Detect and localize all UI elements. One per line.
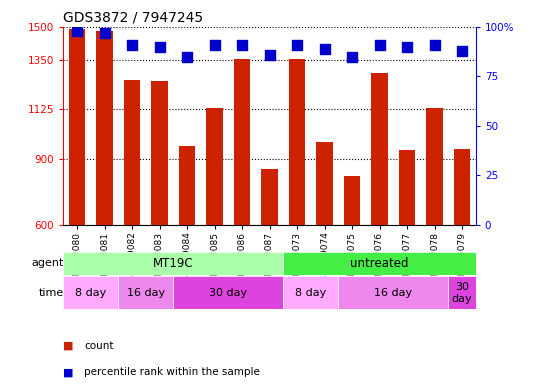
Bar [448, 276, 476, 309]
Point [73, 28, 81, 34]
Text: ■: ■ [63, 367, 74, 377]
Bar [344, 176, 360, 225]
Point [210, 41, 219, 48]
Point [403, 44, 411, 50]
Text: count: count [84, 341, 114, 351]
Bar [283, 252, 476, 275]
Point [128, 41, 136, 48]
Point [458, 48, 466, 54]
Text: ■: ■ [63, 341, 74, 351]
Bar [173, 276, 283, 309]
Text: 8 day: 8 day [295, 288, 326, 298]
Point [375, 41, 384, 48]
Bar [69, 29, 85, 225]
Point [348, 53, 356, 60]
Bar [338, 276, 448, 309]
Text: time: time [39, 288, 64, 298]
Text: untreated: untreated [350, 257, 409, 270]
Bar [206, 108, 223, 225]
Text: 16 day: 16 day [126, 288, 165, 298]
Text: 30
day: 30 day [452, 282, 472, 304]
Bar [151, 81, 168, 225]
Bar [283, 276, 338, 309]
Bar [454, 149, 470, 225]
Bar [63, 276, 118, 309]
Text: GDS3872 / 7947245: GDS3872 / 7947245 [63, 10, 204, 24]
Bar [261, 169, 278, 225]
Bar [426, 108, 443, 225]
Point [430, 41, 439, 48]
Bar [371, 73, 388, 225]
Bar [316, 142, 333, 225]
Text: 8 day: 8 day [75, 288, 106, 298]
Text: agent: agent [31, 258, 64, 268]
Point [238, 41, 246, 48]
Point [265, 51, 274, 58]
Text: 30 day: 30 day [209, 288, 248, 298]
Point [183, 53, 191, 60]
Bar [118, 276, 173, 309]
Bar [234, 59, 250, 225]
Bar [96, 31, 113, 225]
Bar [63, 252, 283, 275]
Text: percentile rank within the sample: percentile rank within the sample [84, 367, 260, 377]
Point [100, 30, 109, 36]
Text: MT19C: MT19C [153, 257, 194, 270]
Point [320, 46, 329, 52]
Bar [289, 59, 305, 225]
Point [293, 41, 301, 48]
Point [155, 44, 164, 50]
Bar [399, 150, 415, 225]
Text: 16 day: 16 day [374, 288, 412, 298]
Bar [179, 146, 195, 225]
Bar [124, 79, 140, 225]
